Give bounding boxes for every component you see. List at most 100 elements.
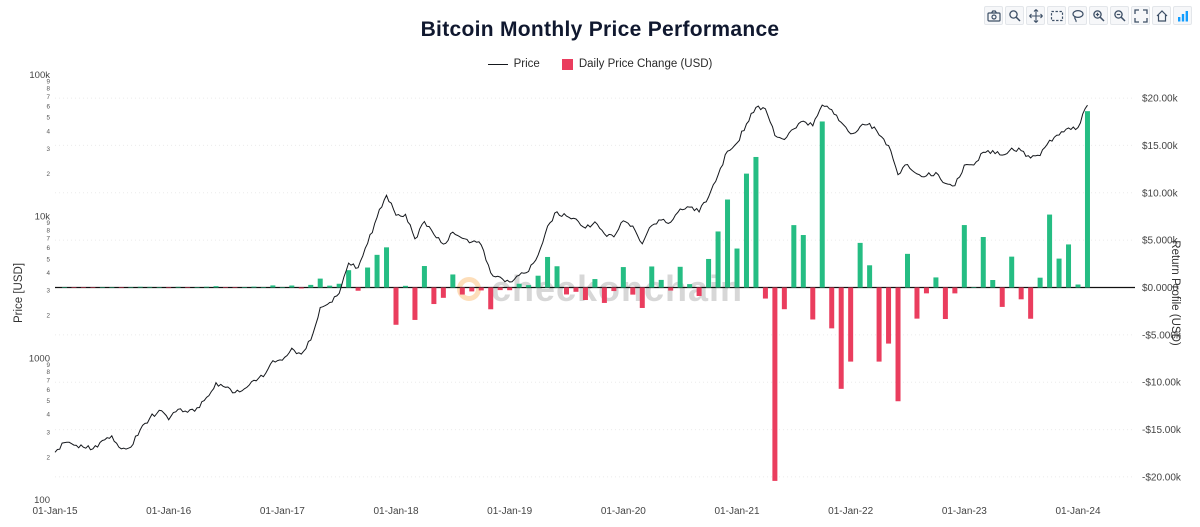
change-bar[interactable] xyxy=(923,287,929,294)
change-bar[interactable] xyxy=(270,285,276,288)
change-bar[interactable] xyxy=(743,173,749,288)
change-bar[interactable] xyxy=(147,286,153,288)
change-bar[interactable] xyxy=(952,287,958,294)
change-bar[interactable] xyxy=(431,287,437,305)
change-bar[interactable] xyxy=(526,285,532,288)
change-bar[interactable] xyxy=(327,285,333,288)
change-bar[interactable] xyxy=(573,287,579,292)
change-bar[interactable] xyxy=(71,287,77,289)
change-bar[interactable] xyxy=(412,287,418,320)
change-bar[interactable] xyxy=(308,284,314,288)
change-bar[interactable] xyxy=(251,286,257,288)
change-bar[interactable] xyxy=(166,287,172,289)
change-bar[interactable] xyxy=(601,287,607,303)
change-bar[interactable] xyxy=(658,279,664,288)
change-bar[interactable] xyxy=(1047,214,1053,288)
change-bar[interactable] xyxy=(933,277,939,288)
change-bar[interactable] xyxy=(156,286,162,288)
change-bar[interactable] xyxy=(838,287,844,389)
change-bar[interactable] xyxy=(677,266,683,288)
price-line-series[interactable] xyxy=(54,104,1088,453)
change-bar[interactable] xyxy=(440,287,446,298)
change-bar[interactable] xyxy=(118,287,124,289)
change-bar[interactable] xyxy=(317,278,323,288)
change-bar[interactable] xyxy=(829,287,835,329)
change-bar[interactable] xyxy=(241,287,247,288)
change-bar[interactable] xyxy=(999,287,1005,307)
change-bar[interactable] xyxy=(61,287,67,288)
change-bar[interactable] xyxy=(128,287,134,288)
change-bar[interactable] xyxy=(355,287,361,291)
change-bar[interactable] xyxy=(535,275,541,288)
change-bar[interactable] xyxy=(99,287,105,288)
change-bar[interactable] xyxy=(639,287,645,308)
change-bar[interactable] xyxy=(469,287,475,292)
change-bar[interactable] xyxy=(1009,256,1015,288)
change-bar[interactable] xyxy=(942,287,948,320)
change-bar[interactable] xyxy=(279,287,285,288)
zoom-in-button[interactable] xyxy=(1089,6,1108,25)
zoom-button[interactable] xyxy=(1005,6,1024,25)
change-bar[interactable] xyxy=(1066,244,1072,288)
change-bar[interactable] xyxy=(507,287,513,291)
change-bar[interactable] xyxy=(80,287,86,289)
change-bar[interactable] xyxy=(185,287,191,289)
change-bar[interactable] xyxy=(545,256,551,288)
change-bar[interactable] xyxy=(715,231,721,288)
change-bar[interactable] xyxy=(421,266,427,288)
change-bar[interactable] xyxy=(554,266,560,288)
camera-button[interactable] xyxy=(984,6,1003,25)
legend-item-price[interactable]: Price xyxy=(487,58,540,70)
change-bar[interactable] xyxy=(668,287,674,291)
reset-axes-button[interactable] xyxy=(1152,6,1171,25)
change-bar[interactable] xyxy=(592,279,598,288)
change-bar[interactable] xyxy=(687,284,693,288)
change-bar[interactable] xyxy=(848,287,854,362)
change-bar[interactable] xyxy=(289,285,295,288)
zoom-out-button[interactable] xyxy=(1110,6,1129,25)
lasso-button[interactable] xyxy=(1068,6,1087,25)
change-bar[interactable] xyxy=(336,283,342,288)
change-bar[interactable] xyxy=(384,247,390,288)
change-bar[interactable] xyxy=(620,267,626,288)
change-bar[interactable] xyxy=(630,287,636,295)
change-bar[interactable] xyxy=(402,285,408,288)
change-bar[interactable] xyxy=(772,287,778,481)
change-bar[interactable] xyxy=(819,121,825,288)
change-bar[interactable] xyxy=(459,287,465,295)
change-bar[interactable] xyxy=(1084,111,1090,288)
change-bar[interactable] xyxy=(478,287,484,291)
change-bar[interactable] xyxy=(867,265,873,288)
change-bar[interactable] xyxy=(725,199,731,288)
change-bar[interactable] xyxy=(175,286,181,288)
change-bar[interactable] xyxy=(1028,287,1034,319)
change-bar[interactable] xyxy=(990,280,996,288)
change-bar[interactable] xyxy=(1018,287,1024,300)
change-bar[interactable] xyxy=(223,287,228,289)
change-bar[interactable] xyxy=(791,225,797,288)
change-bar[interactable] xyxy=(365,267,371,288)
change-bar[interactable] xyxy=(232,287,238,289)
change-bar[interactable] xyxy=(298,287,304,289)
change-bar[interactable] xyxy=(497,287,503,291)
change-bar[interactable] xyxy=(90,287,96,289)
change-bar[interactable] xyxy=(393,287,399,325)
change-bar[interactable] xyxy=(1075,284,1081,288)
change-bar[interactable] xyxy=(611,287,617,292)
change-bar[interactable] xyxy=(346,270,352,288)
change-bar[interactable] xyxy=(1056,258,1062,288)
change-bar[interactable] xyxy=(137,286,143,288)
plotly-logo-button[interactable] xyxy=(1173,6,1192,25)
autoscale-button[interactable] xyxy=(1131,6,1150,25)
change-bar[interactable] xyxy=(450,274,456,288)
legend-item-change[interactable]: Daily Price Change (USD) xyxy=(561,58,712,70)
change-bar[interactable] xyxy=(961,225,967,288)
change-bar[interactable] xyxy=(488,287,494,310)
change-bar[interactable] xyxy=(516,283,522,288)
change-bar[interactable] xyxy=(696,287,702,296)
change-bar[interactable] xyxy=(800,235,806,288)
change-bar[interactable] xyxy=(905,253,910,288)
change-bar[interactable] xyxy=(582,287,588,301)
change-bar[interactable] xyxy=(734,248,740,288)
